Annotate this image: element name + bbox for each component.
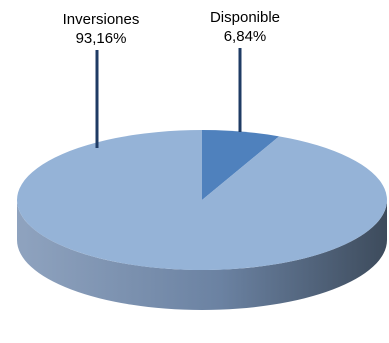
label-inversiones-name: Inversiones	[63, 11, 140, 28]
pie-slice-disponible	[202, 130, 280, 200]
label-disponible-name: Disponible	[210, 9, 280, 26]
label-inversiones-value: 93,16%	[76, 30, 127, 47]
label-disponible-value: 6,84%	[224, 28, 267, 45]
pie-side	[17, 200, 387, 310]
pie-slice-inversiones	[17, 130, 388, 270]
